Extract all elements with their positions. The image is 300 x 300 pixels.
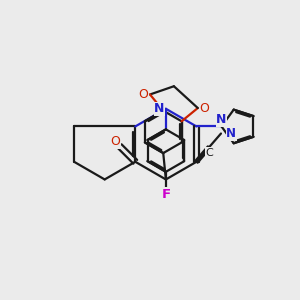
Text: O: O	[139, 88, 148, 101]
Text: F: F	[161, 188, 170, 201]
Text: C: C	[205, 148, 213, 158]
Text: N: N	[226, 127, 236, 140]
Text: O: O	[110, 135, 120, 148]
Text: O: O	[199, 101, 209, 115]
Text: N: N	[216, 113, 227, 127]
Text: N: N	[154, 102, 165, 115]
